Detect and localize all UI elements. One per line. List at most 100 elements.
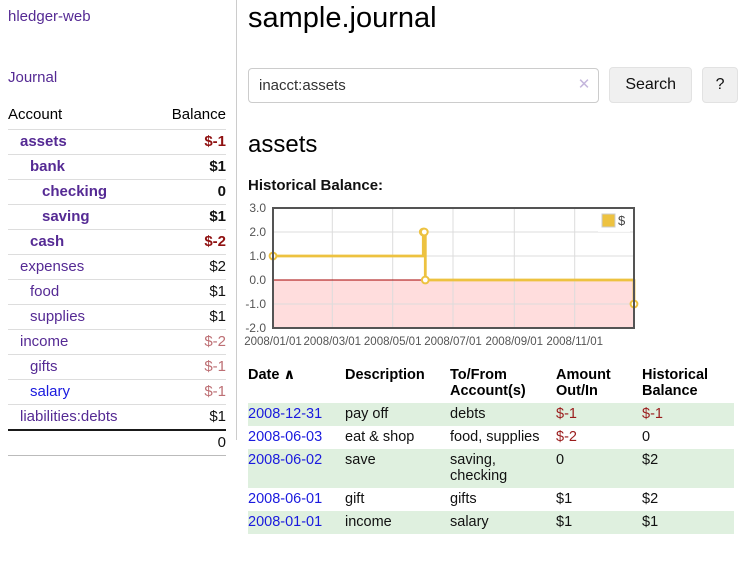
account-link-salary[interactable]: salary <box>30 383 71 400</box>
account-row: gifts $-1 <box>8 354 226 379</box>
sort-ascending-icon: ∧ <box>283 367 296 383</box>
account-row: checking 0 <box>8 179 226 204</box>
transaction-amount-cell: $-2 <box>556 429 577 445</box>
register-row: 2008-01-01 income salary $1 $1 <box>248 511 734 534</box>
account-rows: assets $-1 bank $1 checking 0 saving $1 cash $-2 e… <box>8 129 226 429</box>
svg-text:3.0: 3.0 <box>249 201 266 215</box>
accounts-total-value: 0 <box>217 434 226 451</box>
transaction-accounts-cell: debts <box>450 406 486 422</box>
account-balance: $2 <box>209 258 226 275</box>
account-link-income[interactable]: income <box>20 333 69 350</box>
account-link-supplies[interactable]: supplies <box>30 308 86 325</box>
account-balance: $1 <box>209 408 226 425</box>
column-header-description: Description <box>345 367 425 383</box>
transaction-description-cell: save <box>345 452 376 468</box>
clear-search-icon[interactable]: ✕ <box>577 75 591 93</box>
transaction-date-link[interactable]: 2008-12-31 <box>248 406 323 422</box>
register-row: 2008-06-01 gift gifts $1 $2 <box>248 488 734 511</box>
column-header-balance: Historical Balance <box>642 367 709 399</box>
chart-canvas[interactable]: $3.0 2.0 1.0 0.0 -1.0 -2.0 2008/01/01 2008/03/0… <box>238 201 639 352</box>
account-row: supplies $1 <box>8 304 226 329</box>
svg-text:2008/11/01: 2008/11/01 <box>546 336 603 348</box>
account-link-assets[interactable]: assets <box>20 133 67 150</box>
app-title: hledger-web <box>8 8 91 25</box>
transaction-amount-cell: 0 <box>556 452 565 468</box>
account-balance: $-2 <box>204 233 226 250</box>
svg-text:2008/01/01: 2008/01/01 <box>244 336 302 348</box>
transaction-balance-cell: $2 <box>642 491 659 507</box>
register-body: 2008-12-31 pay off debts $-1 $-1 2008-06-03 ea… <box>248 403 734 534</box>
transaction-date-link[interactable]: 2008-06-01 <box>248 491 323 507</box>
svg-text:2008/03/01: 2008/03/01 <box>304 336 362 348</box>
transaction-date-cell: 2008-01-01 <box>248 511 345 534</box>
svg-text:2.0: 2.0 <box>249 225 266 239</box>
svg-text:0.0: 0.0 <box>249 273 266 287</box>
account-balance: $-1 <box>204 133 226 150</box>
search-input[interactable] <box>248 67 600 103</box>
accounts-table-header: Account Balance <box>8 102 226 129</box>
register-table: Date ∧ Description To/From Account(s) Amo… <box>248 364 734 534</box>
account-balance: $1 <box>209 208 226 225</box>
transaction-description-cell: gift <box>345 491 365 507</box>
transaction-date-link[interactable]: 2008-01-01 <box>248 514 323 530</box>
account-row: saving $1 <box>8 204 226 229</box>
column-header-amount: Amount Out/In <box>556 367 611 399</box>
search-bar: ✕ Search ? <box>248 67 738 103</box>
transaction-balance-cell: $2 <box>642 452 659 468</box>
transaction-amount-cell: $1 <box>556 491 573 507</box>
transaction-description-cell: pay off <box>345 406 389 422</box>
transaction-date-cell: 2008-12-31 <box>248 403 345 426</box>
account-link-checking[interactable]: checking <box>42 183 108 200</box>
transaction-date-cell: 2008-06-02 <box>248 449 345 488</box>
account-link-saving[interactable]: saving <box>42 208 90 225</box>
account-balance: $-1 <box>204 383 226 400</box>
transaction-date-link[interactable]: 2008-06-02 <box>248 452 323 468</box>
sidebar: hledger-web Journal Account Balance asse… <box>0 0 237 456</box>
register-header-row: Date ∧ Description To/From Account(s) Amo… <box>248 364 734 403</box>
account-row: cash $-2 <box>8 229 226 254</box>
account-link-food[interactable]: food <box>30 283 60 300</box>
svg-text:2008/05/01: 2008/05/01 <box>364 336 422 348</box>
account-balance: $-1 <box>204 358 226 375</box>
transaction-accounts-cell: gifts <box>450 491 477 507</box>
svg-text:-2.0: -2.0 <box>245 321 266 335</box>
transaction-accounts-cell: saving, checking <box>450 452 508 484</box>
account-row: liabilities:debts $1 <box>8 404 226 429</box>
register-row: 2008-06-02 save saving, checking 0 $2 <box>248 449 734 488</box>
historical-balance-chart: $3.0 2.0 1.0 0.0 -1.0 -2.0 2008/01/01 2008/03/0… <box>238 201 639 352</box>
transaction-date-cell: 2008-06-03 <box>248 426 345 449</box>
transaction-balance-cell: $-1 <box>642 406 663 422</box>
help-button[interactable]: ? <box>702 67 738 103</box>
account-row: bank $1 <box>8 154 226 179</box>
register-row: 2008-12-31 pay off debts $-1 $-1 <box>248 403 734 426</box>
account-link-liabilities-debts[interactable]: liabilities:debts <box>20 408 118 425</box>
transaction-balance-cell: 0 <box>642 429 651 445</box>
account-balance: $-2 <box>204 333 226 350</box>
account-row: assets $-1 <box>8 129 226 154</box>
account-row: income $-2 <box>8 329 226 354</box>
journal-link[interactable]: Journal <box>8 69 58 86</box>
column-header-date[interactable]: Date ∧ <box>248 367 296 383</box>
account-heading: assets <box>248 131 318 158</box>
accounts-total-row: 0 <box>8 429 226 456</box>
account-link-gifts[interactable]: gifts <box>30 358 58 375</box>
account-link-cash[interactable]: cash <box>30 233 65 250</box>
page-title: sample.journal <box>248 2 437 34</box>
account-row: expenses $2 <box>8 254 226 279</box>
account-row: salary $-1 <box>8 379 226 404</box>
search-button[interactable]: Search <box>609 67 693 103</box>
transaction-date-cell: 2008-06-01 <box>248 488 345 511</box>
transaction-description-cell: income <box>345 514 392 530</box>
account-link-expenses[interactable]: expenses <box>20 258 85 275</box>
search-input-wrap: ✕ <box>248 67 600 103</box>
transaction-date-link[interactable]: 2008-06-03 <box>248 429 323 445</box>
svg-text:1.0: 1.0 <box>249 249 266 263</box>
transaction-description-cell: eat & shop <box>345 429 415 445</box>
main-content: sample.journal ✕ Search ? assets Histori… <box>244 0 738 534</box>
account-link-bank[interactable]: bank <box>30 158 66 175</box>
svg-text:2008/09/01: 2008/09/01 <box>486 336 544 348</box>
account-row: food $1 <box>8 279 226 304</box>
account-balance: 0 <box>217 183 226 200</box>
chart-title: Historical Balance: <box>248 177 384 194</box>
account-column-header: Account <box>8 106 63 123</box>
